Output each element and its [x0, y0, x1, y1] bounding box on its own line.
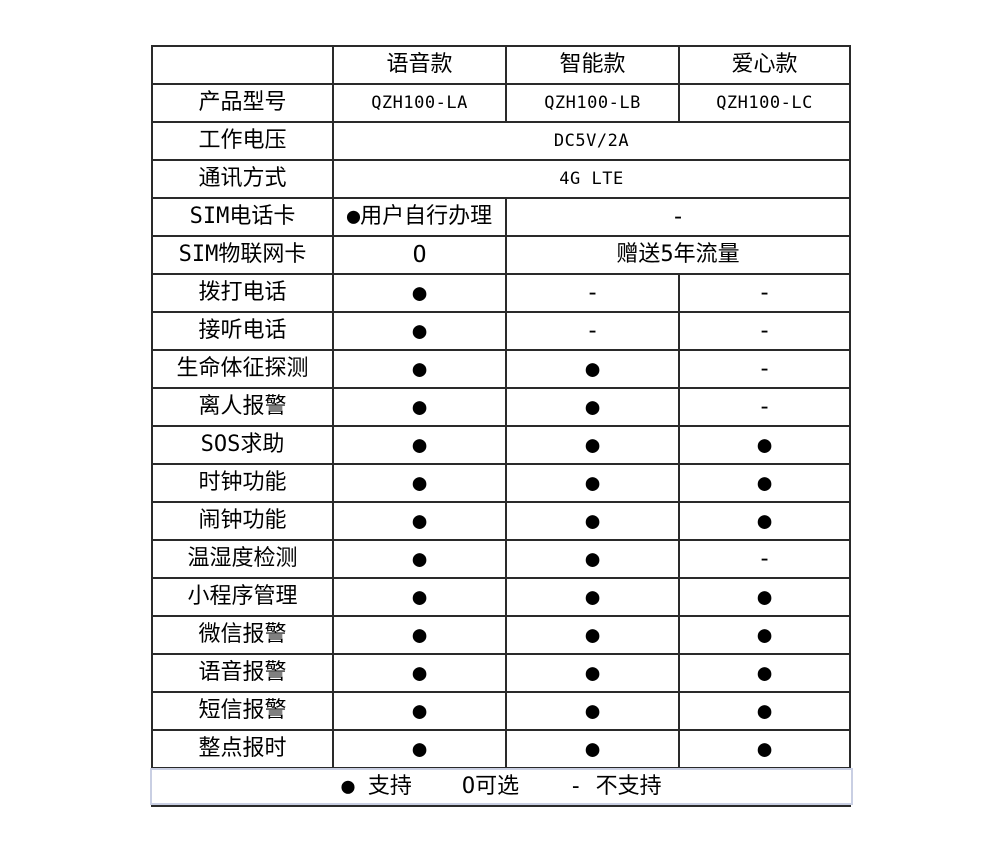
- support-cell: ●: [332, 501, 507, 541]
- support-cell: ●: [678, 425, 851, 465]
- support-cell: ●: [332, 425, 507, 465]
- support-cell: ●: [332, 463, 507, 503]
- model-cell: QZH100-LB: [505, 83, 680, 123]
- row-label: SIM物联网卡: [151, 235, 334, 275]
- row-alarm-clock-function: 闹钟功能 ● ● ●: [151, 501, 851, 541]
- row-sim-phone-card: SIM电话卡 ●用户自行办理 -: [151, 197, 851, 237]
- support-cell: ●: [505, 691, 680, 731]
- header-smart-model: 智能款: [505, 45, 680, 85]
- row-dial-call: 拨打电话 ● - -: [151, 273, 851, 313]
- support-cell: -: [678, 311, 851, 351]
- row-sim-iot-card: SIM物联网卡 O 赠送5年流量: [151, 235, 851, 275]
- support-cell: ●: [332, 729, 507, 769]
- value-cell: DC5V/2A: [332, 121, 851, 161]
- support-cell: ●: [332, 577, 507, 617]
- row-sms-alarm: 短信报警 ● ● ●: [151, 691, 851, 731]
- row-label: 短信报警: [151, 691, 334, 731]
- row-label: 微信报警: [151, 615, 334, 655]
- product-comparison-table: 语音款 智能款 爱心款 产品型号 QZH100-LA QZH100-LB QZH…: [151, 45, 851, 807]
- support-cell: ●: [505, 653, 680, 693]
- support-cell: -: [505, 197, 851, 237]
- row-label: 通讯方式: [151, 159, 334, 199]
- support-cell: ●: [505, 729, 680, 769]
- row-leave-person-alarm: 离人报警 ● ● -: [151, 387, 851, 427]
- support-cell: ●: [505, 539, 680, 579]
- support-cell: ●: [505, 577, 680, 617]
- header-voice-model: 语音款: [332, 45, 507, 85]
- support-cell: ●: [332, 691, 507, 731]
- row-label: 接听电话: [151, 311, 334, 351]
- support-cell: -: [678, 273, 851, 313]
- row-clock-function: 时钟功能 ● ● ●: [151, 463, 851, 503]
- support-cell: ●: [332, 653, 507, 693]
- row-temp-humidity-detection: 温湿度检测 ● ● -: [151, 539, 851, 579]
- legend-supported: ● 支持: [341, 773, 412, 799]
- header-row: 语音款 智能款 爱心款: [151, 45, 851, 85]
- support-cell: -: [505, 273, 680, 313]
- support-cell: ●: [505, 387, 680, 427]
- value-cell: ●用户自行办理: [332, 197, 507, 237]
- header-blank-cell: [151, 45, 334, 85]
- support-cell: ●: [678, 691, 851, 731]
- row-label: 时钟功能: [151, 463, 334, 503]
- row-answer-call: 接听电话 ● - -: [151, 311, 851, 351]
- support-cell: -: [505, 311, 680, 351]
- row-miniprogram-management: 小程序管理 ● ● ●: [151, 577, 851, 617]
- support-cell: ●: [678, 615, 851, 655]
- support-cell: -: [678, 539, 851, 579]
- row-label: 整点报时: [151, 729, 334, 769]
- support-cell: ●: [678, 501, 851, 541]
- support-cell: ●: [332, 349, 507, 389]
- support-cell: ●: [332, 311, 507, 351]
- support-cell: ●: [505, 349, 680, 389]
- row-label: 小程序管理: [151, 577, 334, 617]
- row-label: 语音报警: [151, 653, 334, 693]
- value-cell: 赠送5年流量: [505, 235, 851, 275]
- support-cell: ●: [332, 615, 507, 655]
- row-label: SOS求助: [151, 425, 334, 465]
- row-working-voltage: 工作电压 DC5V/2A: [151, 121, 851, 161]
- support-cell: ●: [678, 729, 851, 769]
- support-cell: ●: [332, 387, 507, 427]
- value-cell: 4G LTE: [332, 159, 851, 199]
- row-communication-mode: 通讯方式 4G LTE: [151, 159, 851, 199]
- header-care-model: 爱心款: [678, 45, 851, 85]
- row-voice-alarm: 语音报警 ● ● ●: [151, 653, 851, 693]
- support-cell: ●: [332, 539, 507, 579]
- support-cell: ●: [505, 501, 680, 541]
- row-label: 闹钟功能: [151, 501, 334, 541]
- row-sos-help: SOS求助 ● ● ●: [151, 425, 851, 465]
- support-cell: ●: [678, 653, 851, 693]
- row-label: 温湿度检测: [151, 539, 334, 579]
- legend-unsupported: - 不支持: [569, 773, 662, 799]
- support-cell: ●: [332, 273, 507, 313]
- row-vital-signs-detection: 生命体征探测 ● ● -: [151, 349, 851, 389]
- row-wechat-alarm: 微信报警 ● ● ●: [151, 615, 851, 655]
- row-label: 离人报警: [151, 387, 334, 427]
- legend-bar: ● 支持 O可选 - 不支持: [150, 768, 853, 805]
- model-cell: QZH100-LC: [678, 83, 851, 123]
- row-label: SIM电话卡: [151, 197, 334, 237]
- model-cell: QZH100-LA: [332, 83, 507, 123]
- support-cell: ●: [505, 425, 680, 465]
- support-cell: ●: [678, 577, 851, 617]
- row-label: 工作电压: [151, 121, 334, 161]
- row-label: 生命体征探测: [151, 349, 334, 389]
- row-label: 拨打电话: [151, 273, 334, 313]
- row-label: 产品型号: [151, 83, 334, 123]
- support-cell: ●: [505, 615, 680, 655]
- support-cell: ●: [505, 463, 680, 503]
- support-cell: ●: [678, 463, 851, 503]
- support-cell: O: [332, 235, 507, 275]
- legend-optional: O可选: [461, 773, 520, 799]
- row-hourly-chime: 整点报时 ● ● ●: [151, 729, 851, 769]
- support-cell: -: [678, 349, 851, 389]
- support-cell: -: [678, 387, 851, 427]
- row-product-model: 产品型号 QZH100-LA QZH100-LB QZH100-LC: [151, 83, 851, 123]
